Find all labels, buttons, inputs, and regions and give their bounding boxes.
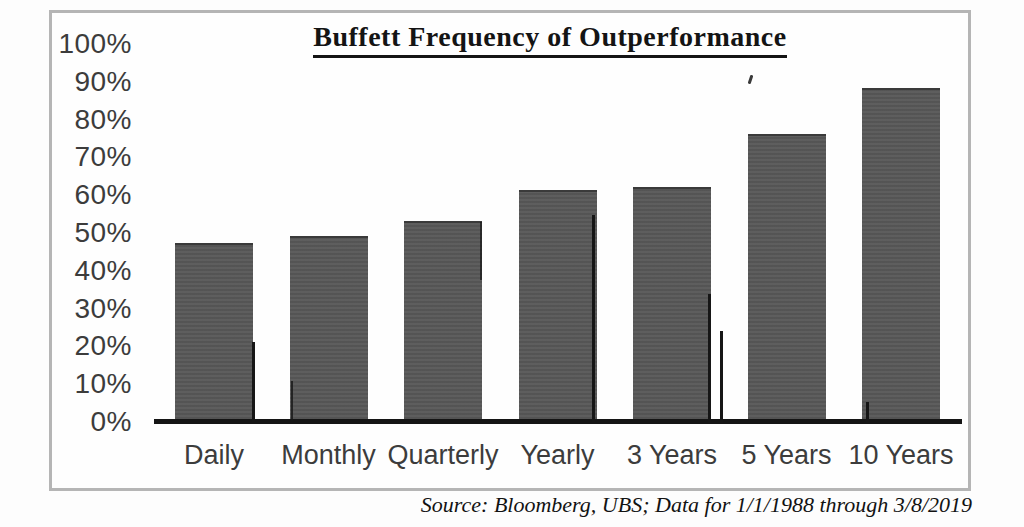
- bar-10-years: [862, 88, 940, 421]
- scan-artifact: [592, 215, 595, 422]
- scan-artifact: [708, 294, 711, 423]
- bar-yearly: [519, 190, 597, 421]
- y-tick-label: 40%: [40, 252, 132, 290]
- y-tick-label: 20%: [40, 327, 132, 365]
- scan-artifact: [291, 381, 293, 421]
- source-note: Source: Bloomberg, UBS; Data for 1/1/198…: [421, 492, 972, 518]
- bar-5-years: [748, 134, 826, 421]
- y-tick-label: 90%: [40, 63, 132, 101]
- scan-artifact: [480, 222, 482, 280]
- bar-monthly: [290, 236, 368, 421]
- bar-quarterly: [404, 221, 482, 421]
- bar-daily: [175, 243, 253, 421]
- x-tick-label: 10 Years: [816, 440, 986, 471]
- scanned-chart-page: Buffett Frequency of Outperformance 100%…: [0, 0, 1024, 527]
- chart-title: Buffett Frequency of Outperformance: [313, 21, 786, 58]
- scan-artifact: [252, 342, 255, 422]
- y-tick-label: 0%: [40, 403, 132, 441]
- y-tick-label: 70%: [40, 138, 132, 176]
- bar-3-years: [633, 187, 711, 421]
- y-tick-label: 80%: [40, 101, 132, 139]
- chart-title-container: Buffett Frequency of Outperformance: [300, 21, 800, 58]
- y-tick-label: 30%: [40, 290, 132, 328]
- scan-artifact: [720, 331, 723, 423]
- x-axis-line: [154, 419, 962, 424]
- y-tick-label: 60%: [40, 176, 132, 214]
- y-tick-label: 100%: [40, 25, 132, 63]
- scan-artifact: [866, 402, 869, 423]
- y-tick-label: 10%: [40, 365, 132, 403]
- y-tick-label: 50%: [40, 214, 132, 252]
